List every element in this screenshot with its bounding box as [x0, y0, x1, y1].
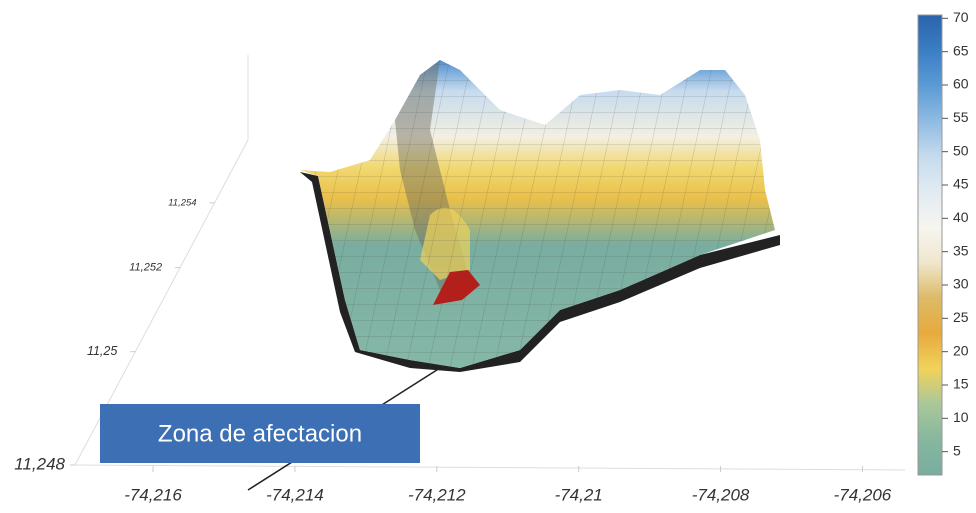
x-tick-label: -74,216: [124, 485, 182, 504]
colorbar-tick-label: 20: [953, 342, 969, 358]
colorbar-tick-label: 55: [953, 109, 969, 125]
y-tick-label: 11,248: [14, 454, 65, 473]
colorbar-tick-label: 35: [953, 242, 969, 258]
colorbar-tick-label: 50: [953, 142, 969, 158]
x-tick-label: -74,214: [266, 485, 324, 504]
colorbar-tick-label: 5: [953, 442, 961, 458]
colorbar-tick-label: 60: [953, 76, 969, 92]
annotation-box: [100, 404, 420, 463]
colorbar-tick-label: 30: [953, 276, 969, 292]
colorbar-tick-label: 10: [953, 409, 969, 425]
surface: [300, 60, 780, 372]
colorbar-tick-label: 65: [953, 42, 969, 58]
y-tick-label: 11,254: [168, 197, 196, 208]
x-tick-label: -74,212: [408, 485, 466, 504]
y-tick-label: 11,252: [129, 262, 162, 274]
colorbar-tick-label: 15: [953, 376, 969, 392]
colorbar: [917, 14, 943, 476]
colorbar-tick-label: 40: [953, 209, 969, 225]
x-tick-label: -74,208: [692, 485, 750, 504]
x-tick-label: -74,21: [555, 485, 603, 504]
colorbar-tick-label: 25: [953, 309, 969, 325]
y-tick-label: 11,25: [87, 344, 117, 358]
x-tick-label: -74,206: [834, 485, 892, 504]
colorbar-tick-label: 70: [953, 9, 969, 25]
annotation: Zona de afectacion: [158, 420, 362, 447]
colorbar-tick-label: 45: [953, 176, 969, 192]
